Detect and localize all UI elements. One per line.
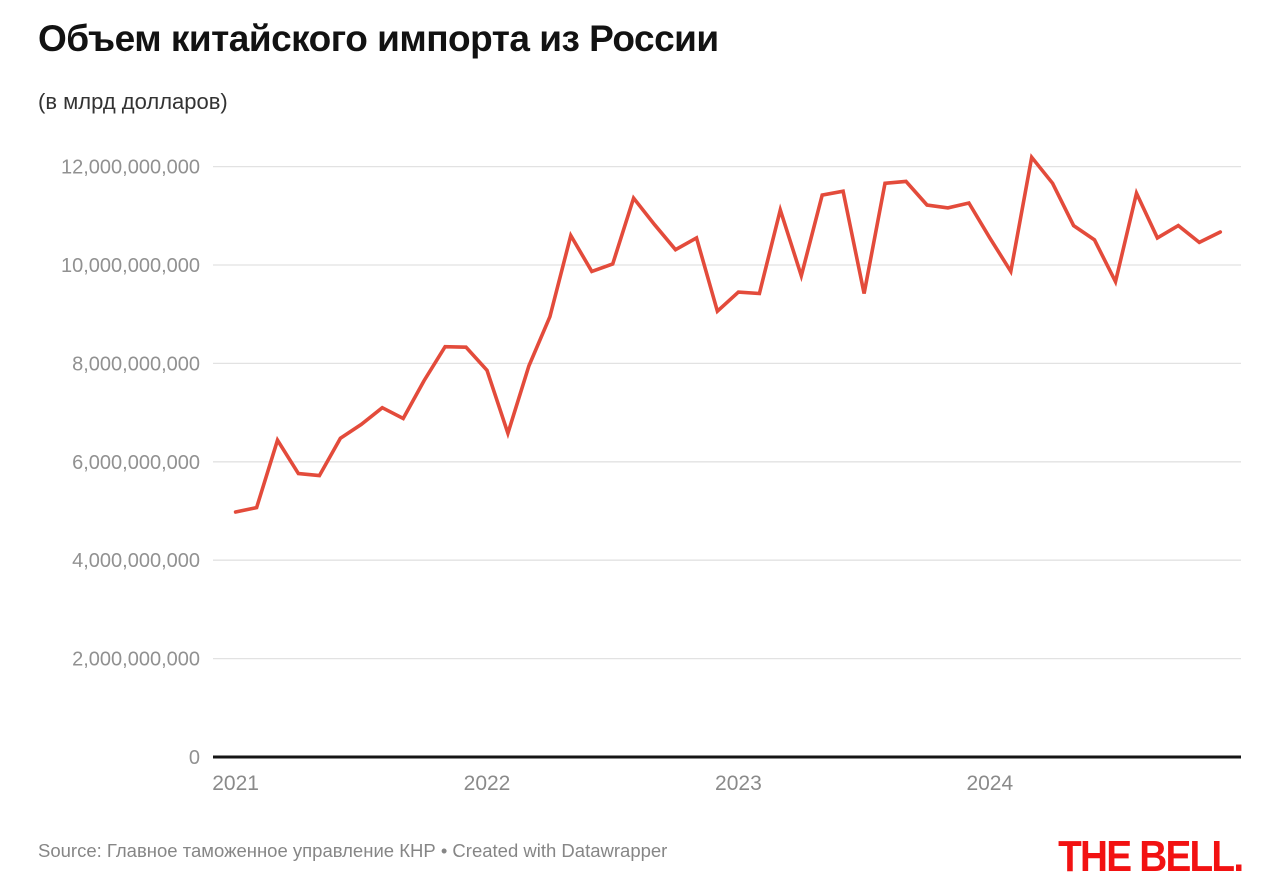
y-tick-label: 2,000,000,000 (72, 649, 200, 671)
x-tick-label: 2021 (212, 772, 259, 795)
the-bell-logo: THE BELL. (1057, 832, 1244, 881)
x-tick-label: 2024 (966, 772, 1013, 795)
y-tick-label: 0 (189, 747, 200, 769)
source-attribution: Source: Главное таможенное управление КН… (38, 840, 668, 861)
chart-title: Объем китайского импорта из России (38, 18, 719, 59)
chart-header: Объем китайского импорта из России (в мл… (38, 18, 1138, 115)
y-tick-label: 12,000,000,000 (61, 157, 200, 179)
y-tick-label: 10,000,000,000 (61, 255, 200, 277)
x-tick-label: 2023 (715, 772, 762, 795)
y-tick-label: 6,000,000,000 (72, 452, 200, 474)
y-tick-label: 4,000,000,000 (72, 550, 200, 572)
y-tick-label: 8,000,000,000 (72, 353, 200, 375)
chart-subtitle: (в млрд долларов) (38, 88, 228, 114)
import-volume-line (233, 153, 1223, 514)
x-tick-label: 2022 (464, 772, 511, 795)
chart-footer: Source: Главное таможенное управление КН… (0, 832, 1280, 881)
